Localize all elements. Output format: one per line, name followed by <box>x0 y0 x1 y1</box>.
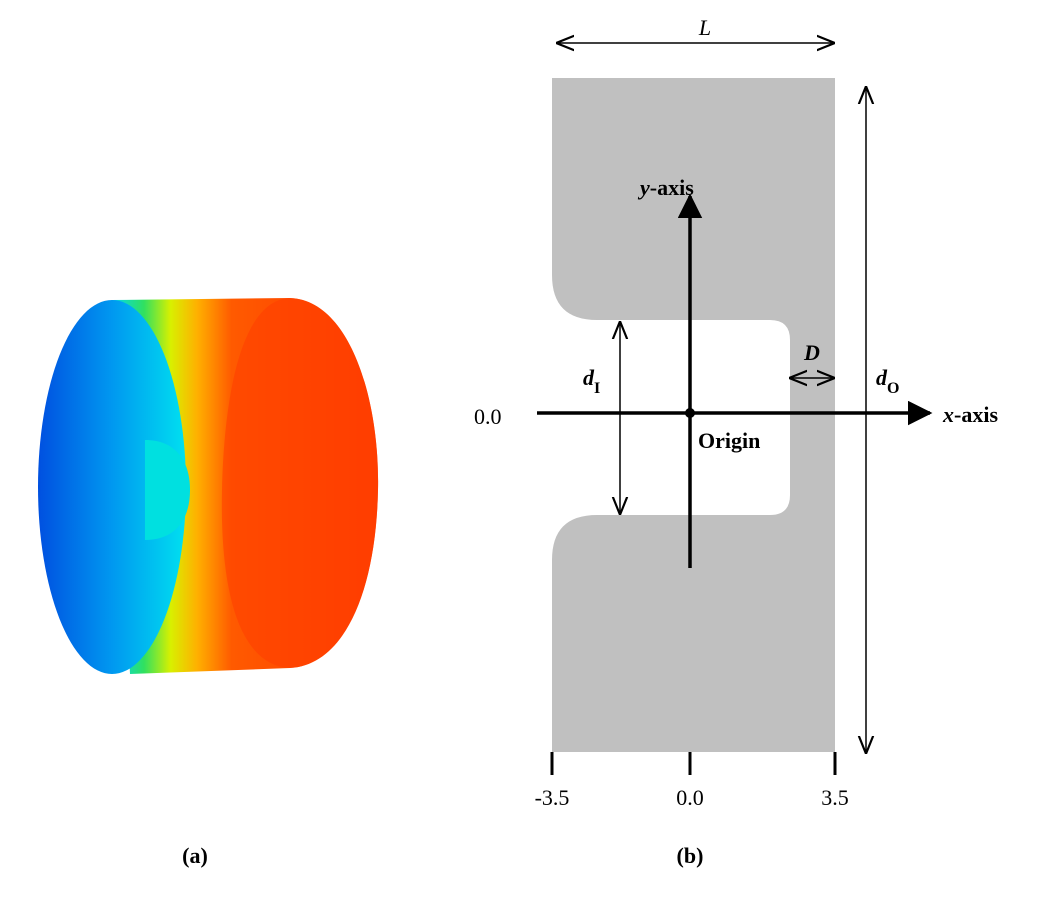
variable: x <box>942 402 954 427</box>
x-tick-label: 0.0 <box>676 785 704 810</box>
x-axis-label: x-axis <box>942 402 998 427</box>
x-tick-label: 3.5 <box>821 785 849 810</box>
panel-label: (a) <box>182 843 208 868</box>
depth-label: D <box>803 340 820 365</box>
suffix: -axis <box>650 175 694 200</box>
length-label: L <box>698 15 711 40</box>
suffix: -axis <box>954 402 998 427</box>
inner-diameter-label: dI <box>583 365 600 397</box>
outer-diameter-label: dO <box>876 365 899 397</box>
subscript: O <box>887 380 899 397</box>
origin-dot <box>685 408 695 418</box>
figure: L D dI dO y-axis x-axis Origin 0.0 -3.5 … <box>0 0 1039 904</box>
subscript: I <box>594 380 600 397</box>
x-tick-label: -3.5 <box>535 785 570 810</box>
panel-label: (b) <box>677 843 704 868</box>
x-tick-marks <box>552 752 835 775</box>
y-axis-label: y-axis <box>637 175 694 200</box>
cylinder <box>38 298 378 674</box>
y-origin-label: 0.0 <box>474 404 502 429</box>
origin-label: Origin <box>698 428 760 453</box>
